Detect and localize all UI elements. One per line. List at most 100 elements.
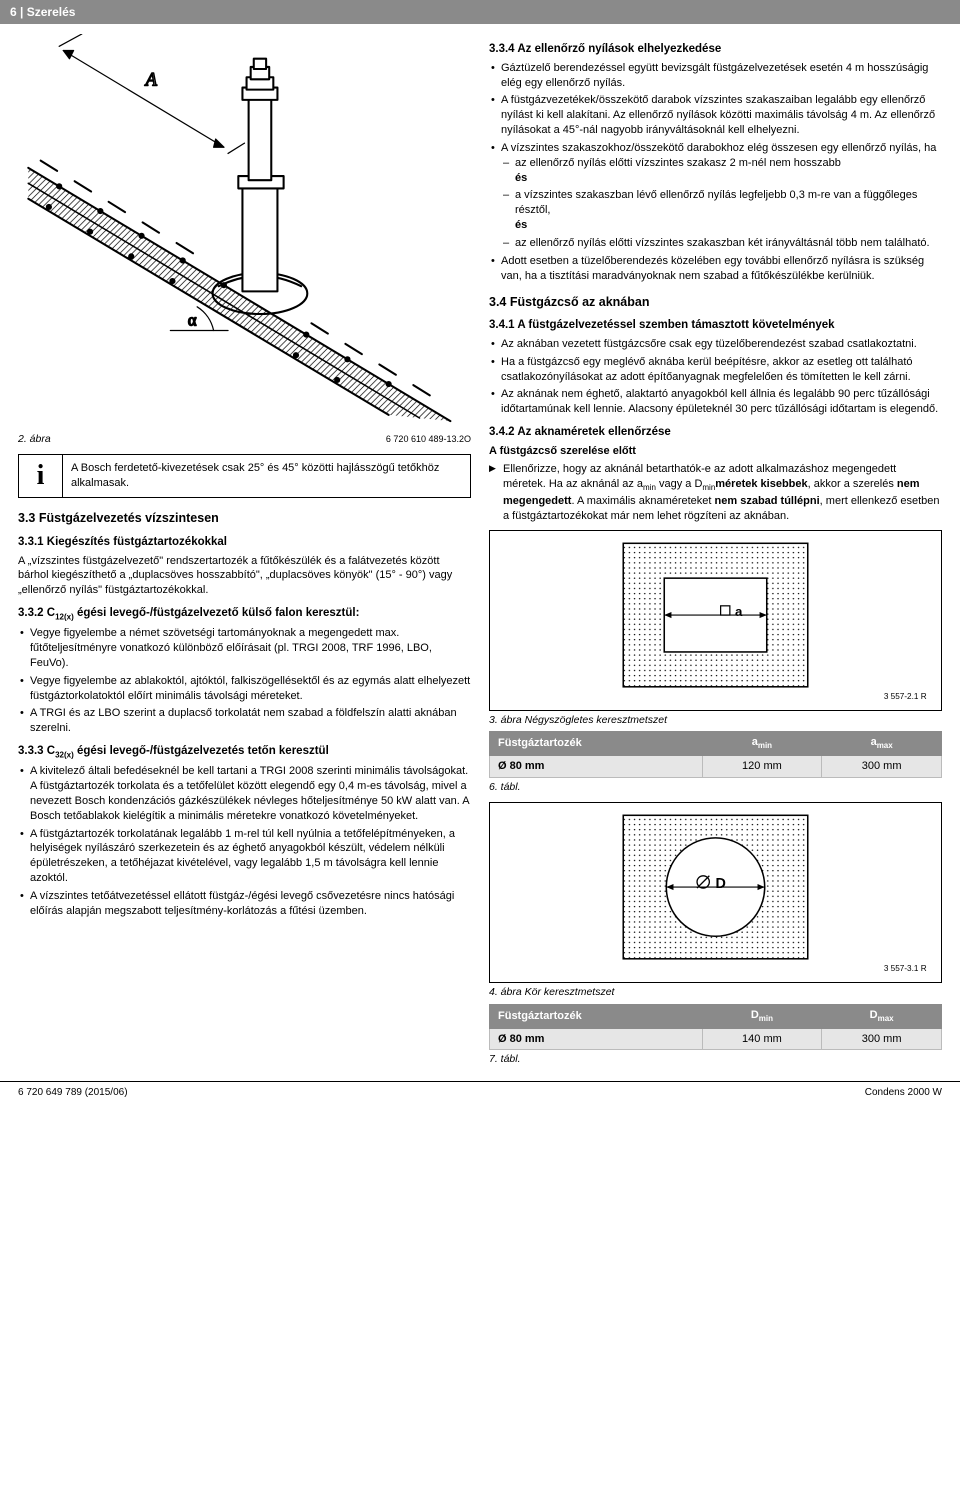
list-item: A füstgáztartozék torkolatának legalább … [18, 827, 471, 886]
list-item: Gáztüzelő berendezéssel együtt bevizsgál… [489, 61, 942, 91]
left-column: A α 2. ábra 6 720 610 489-13.2O i A Bosc… [18, 34, 471, 1074]
t: min [702, 484, 715, 493]
list-item: A vízszintes tetőátvezetéssel ellátott f… [18, 889, 471, 919]
sub-342: A füstgázcső szerelése előtt [489, 444, 942, 459]
th-s: min [758, 741, 772, 750]
li-text: az ellenőrző nyílás előtti vízszintes sz… [515, 157, 841, 169]
t: . A maximális aknaméreteket [571, 495, 714, 507]
h332-sub: 12(x) [55, 612, 74, 621]
th: amax [822, 732, 942, 756]
heading-3-3-2: 3.3.2 C12(x) égési levegő-/füstgázelveze… [18, 606, 471, 623]
svg-text:α: α [188, 311, 197, 330]
info-box: i A Bosch ferdetető-kivezetések csak 25°… [18, 454, 471, 498]
list-item: A TRGI és az LBO szerint a duplacső tork… [18, 706, 471, 736]
table-7: Füstgáztartozék Dmin Dmax Ø 80 mm 140 mm… [489, 1004, 942, 1051]
svg-text:3 557-2.1 R: 3 557-2.1 R [884, 692, 927, 701]
t: , akkor a szerelés [808, 478, 897, 490]
heading-3-4-2: 3.4.2 Az aknaméretek ellenőrzése [489, 425, 942, 441]
list-item: Vegye figyelembe a német szövetségi tart… [18, 626, 471, 671]
td: 120 mm [702, 756, 822, 778]
header-sep: | [17, 5, 27, 19]
table7-caption: 7. tábl. [489, 1052, 942, 1066]
footer-left: 6 720 649 789 (2015/06) [18, 1086, 128, 1100]
list-item: Adott esetben a tüzelőberendezés közeléb… [489, 254, 942, 284]
td: Ø 80 mm [490, 756, 703, 778]
th: Dmax [822, 1004, 942, 1028]
td: 300 mm [822, 1028, 942, 1050]
th-t: D [870, 1009, 878, 1021]
list-342: Ellenőrizze, hogy az aknánál betarthatók… [489, 462, 942, 524]
circle-cross-svg: D 3 557-3.1 R [490, 803, 941, 977]
table-row: Ø 80 mm 120 mm 300 mm [490, 756, 942, 778]
list-item: Az aknának nem éghető, alaktartó anyagok… [489, 387, 942, 417]
list-item: Ha a füstgázcső egy meglévő aknába kerül… [489, 355, 942, 385]
svg-text:D: D [716, 876, 726, 892]
info-text: A Bosch ferdetető-kivezetések csak 25° é… [63, 455, 470, 497]
t: méretek kisebbek [715, 478, 807, 490]
li-text: A füstgáztartozék torkolata és a tetőfel… [30, 780, 469, 822]
li-text: A vízszintes szakaszokhoz/összekötő dara… [501, 142, 936, 154]
li-text: a vízszintes szakaszban lévő ellenőrző n… [515, 189, 917, 216]
list-item: az ellenőrző nyílás előtti vízszintes sz… [501, 236, 942, 251]
heading-3-4: 3.4 Füstgázcső az aknában [489, 294, 942, 311]
roof-diagram-svg: A α [18, 34, 471, 425]
table6-caption: 6. tábl. [489, 780, 942, 794]
page-number: 6 [10, 5, 17, 19]
th-s: max [877, 741, 893, 750]
th-s: min [759, 1014, 773, 1023]
t: nem szabad túllépni [715, 495, 820, 507]
para-331: A „vízszintes füstgázelvezető" rendszert… [18, 554, 471, 599]
li-es: és [515, 172, 527, 184]
info-icon: i [19, 455, 63, 497]
heading-3-3-4: 3.3.4 Az ellenőrző nyílások elhelyezkedé… [489, 42, 942, 58]
list-item: a vízszintes szakaszban lévő ellenőrző n… [501, 188, 942, 233]
figure-4: D 3 557-3.1 R [489, 802, 942, 983]
td: Ø 80 mm [490, 1028, 703, 1050]
table-row: Füstgáztartozék Dmin Dmax [490, 1004, 942, 1028]
table-row: Ø 80 mm 140 mm 300 mm [490, 1028, 942, 1050]
footer-right: Condens 2000 W [865, 1086, 942, 1100]
t: min [643, 484, 656, 493]
h333-pre: 3.3.3 C [18, 745, 55, 757]
list-341: Az aknában vezetett füstgázcsőre csak eg… [489, 337, 942, 417]
th: amin [702, 732, 822, 756]
fig2-caption: 2. ábra [18, 432, 51, 446]
th: Dmin [702, 1004, 822, 1028]
th: Füstgáztartozék [490, 1004, 703, 1028]
list-item: A füstgázvezetékek/összekötő darabok víz… [489, 93, 942, 138]
svg-text:a: a [735, 604, 743, 619]
li-text: A kivitelező általi befedéseknél be kell… [30, 765, 468, 777]
list-332: Vegye figyelembe a német szövetségi tart… [18, 626, 471, 736]
th: Füstgáztartozék [490, 732, 703, 756]
fig4-caption: 4. ábra Kör keresztmetszet [489, 985, 942, 999]
heading-3-3: 3.3 Füstgázelvezetés vízszintesen [18, 510, 471, 527]
table-row: Füstgáztartozék amin amax [490, 732, 942, 756]
page-body: A α 2. ábra 6 720 610 489-13.2O i A Bosc… [0, 24, 960, 1080]
fig2-ref: 6 720 610 489-13.2O [386, 433, 471, 445]
h332-post: égési levegő-/füstgázelvezető külső falo… [74, 607, 360, 619]
list-item: Ellenőrizze, hogy az aknánál betarthatók… [489, 462, 942, 524]
list-item: Vegye figyelembe az ablakoktól, ajtóktól… [18, 674, 471, 704]
right-column: 3.3.4 Az ellenőrző nyílások elhelyezkedé… [489, 34, 942, 1074]
list-333: A kivitelező általi befedéseknél be kell… [18, 764, 471, 918]
fig3-caption: 3. ábra Négyszögletes keresztmetszet [489, 713, 942, 727]
th-s: max [878, 1014, 894, 1023]
list-item: A vízszintes szakaszokhoz/összekötő dara… [489, 141, 942, 251]
td: 140 mm [702, 1028, 822, 1050]
svg-text:3 557-3.1 R: 3 557-3.1 R [884, 964, 927, 973]
header-section: Szerelés [27, 5, 76, 19]
sublist-334: az ellenőrző nyílás előtti vízszintes sz… [501, 156, 942, 251]
table-6: Füstgáztartozék amin amax Ø 80 mm 120 mm… [489, 731, 942, 778]
list-item: Az aknában vezetett füstgázcsőre csak eg… [489, 337, 942, 352]
heading-3-3-1: 3.3.1 Kiegészítés füstgáztartozékokkal [18, 535, 471, 551]
figure-2: A α 2. ábra 6 720 610 489-13.2O [18, 34, 471, 446]
h332-pre: 3.3.2 C [18, 607, 55, 619]
header-bar: 6 | Szerelés [0, 0, 960, 24]
list-item: az ellenőrző nyílás előtti vízszintes sz… [501, 156, 942, 186]
heading-3-4-1: 3.4.1 A füstgázelvezetéssel szemben táma… [489, 318, 942, 334]
t: vagy a D [656, 478, 702, 490]
svg-text:A: A [144, 70, 158, 91]
li-es: és [515, 219, 527, 231]
page-footer: 6 720 649 789 (2015/06) Condens 2000 W [0, 1081, 960, 1110]
h333-sub: 32(x) [55, 750, 74, 759]
